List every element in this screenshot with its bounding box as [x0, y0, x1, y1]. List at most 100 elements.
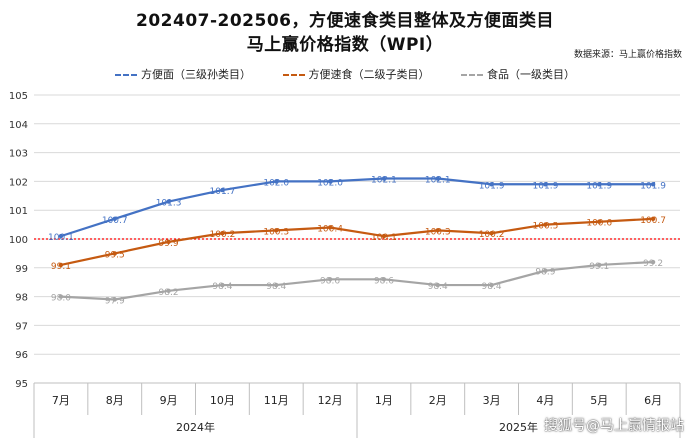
x-tick-label: 6月 — [644, 394, 662, 407]
x-tick-label: 11月 — [264, 394, 289, 407]
x-tick-label: 8月 — [106, 394, 124, 407]
data-label-1: 100.2 — [479, 230, 505, 240]
y-tick-label: 98 — [15, 293, 28, 304]
series-point-0 — [381, 176, 387, 181]
series-point-1 — [274, 228, 279, 233]
data-label-1: 100.7 — [640, 216, 666, 226]
data-label-0: 101.9 — [586, 181, 612, 191]
series-point-0 — [274, 179, 279, 184]
data-label-2: 98.2 — [159, 288, 179, 298]
series-point-1 — [381, 233, 387, 239]
series-point-2 — [327, 277, 333, 282]
x-tick-label: 7月 — [52, 394, 70, 407]
year-group-label: 2025年 — [499, 420, 538, 434]
legend-swatch-noodles — [115, 74, 137, 76]
series-point-2 — [112, 297, 117, 302]
series-point-1 — [650, 216, 656, 222]
legend-label-food: 食品（一级类目） — [487, 68, 575, 81]
series-point-2 — [435, 282, 440, 288]
x-tick-label: 5月 — [590, 394, 608, 407]
watermark: 搜狐号@马上赢情报站 — [544, 418, 684, 434]
x-tick-label: 2月 — [429, 394, 447, 407]
x-tick-label: 10月 — [210, 394, 235, 407]
data-label-2: 98.4 — [266, 282, 286, 292]
series-line-0 — [60, 177, 654, 238]
data-label-2: 98.9 — [535, 268, 555, 278]
data-source-note: 数据来源：马上赢价格指数 — [573, 50, 682, 60]
x-tick-label: 3月 — [483, 394, 501, 407]
y-tick-label: 101 — [9, 206, 28, 217]
y-tick-label: 96 — [15, 350, 28, 361]
data-label-0: 101.9 — [533, 181, 559, 191]
data-label-0: 102.0 — [317, 178, 343, 188]
data-label-0: 101.3 — [156, 199, 182, 209]
series-point-2 — [597, 262, 602, 268]
data-label-1: 99.9 — [159, 239, 179, 249]
data-label-1: 99.5 — [105, 250, 125, 260]
data-label-2: 98.4 — [212, 282, 232, 292]
series-point-1 — [166, 239, 171, 245]
data-label-1: 100.3 — [425, 227, 451, 237]
legend-item-food: 食品（一级类目） — [461, 66, 575, 82]
data-label-1: 100.1 — [371, 233, 397, 243]
series-point-2 — [58, 294, 64, 299]
x-tick-label: 12月 — [318, 394, 343, 407]
series-line-1 — [60, 217, 654, 266]
y-tick-label: 95 — [15, 379, 28, 390]
series-point-2 — [220, 282, 225, 288]
y-tick-label: 99 — [15, 264, 28, 275]
series-point-2 — [274, 282, 279, 288]
x-tick-label: 1月 — [375, 394, 393, 407]
data-label-2: 99.2 — [643, 259, 663, 269]
series-point-1 — [112, 251, 117, 256]
data-label-0: 100.7 — [102, 216, 128, 226]
legend-item-convenience-food: 方便速食（二级子类目） — [282, 66, 430, 82]
legend-item-noodles: 方便面（三级孙类目） — [115, 66, 251, 82]
data-label-0: 102.1 — [371, 176, 397, 186]
y-tick-label: 102 — [9, 177, 28, 188]
data-label-0: 102.1 — [425, 176, 451, 186]
series-point-0 — [327, 179, 333, 184]
series-line-2 — [60, 260, 654, 301]
series-point-0 — [112, 216, 117, 222]
series-point-2 — [166, 288, 171, 294]
data-label-0: 101.7 — [210, 187, 236, 197]
data-label-0: 102.0 — [263, 178, 289, 188]
legend-label-convenience-food: 方便速食（二级子类目） — [308, 68, 430, 81]
series-point-2 — [650, 259, 656, 265]
data-label-2: 98.6 — [374, 276, 394, 286]
series-point-0 — [489, 182, 494, 187]
legend: 方便面（三级孙类目） 方便速食（二级子类目） 食品（一级类目） — [0, 66, 690, 82]
y-tick-label: 103 — [9, 149, 28, 160]
data-label-2: 97.9 — [105, 296, 125, 306]
y-tick-label: 104 — [9, 120, 28, 131]
x-tick-label: 9月 — [160, 394, 178, 407]
series-point-1 — [58, 262, 64, 268]
y-tick-label: 100 — [9, 235, 28, 246]
data-label-1: 100.2 — [210, 230, 236, 240]
data-label-0: 101.9 — [479, 181, 505, 191]
y-tick-label: 105 — [9, 91, 28, 102]
series-point-0 — [650, 182, 656, 187]
legend-swatch-food — [461, 74, 483, 76]
x-tick-label: 4月 — [536, 394, 554, 407]
series-point-2 — [489, 282, 494, 288]
data-label-0: 101.9 — [640, 181, 666, 191]
data-label-1: 100.6 — [586, 219, 612, 229]
data-label-2: 98.4 — [482, 282, 502, 292]
series-point-0 — [58, 233, 64, 239]
year-group-label: 2024年 — [176, 420, 215, 434]
series-point-0 — [166, 199, 171, 204]
legend-label-noodles: 方便面（三级孙类目） — [141, 68, 251, 81]
series-point-1 — [327, 225, 333, 230]
series-point-0 — [435, 176, 440, 181]
data-label-2: 98.4 — [428, 282, 448, 292]
series-point-1 — [435, 228, 440, 233]
data-label-2: 98.0 — [51, 294, 71, 304]
series-point-0 — [543, 182, 548, 187]
series-point-1 — [597, 219, 602, 224]
series-point-2 — [543, 268, 548, 273]
series-point-1 — [543, 222, 548, 227]
